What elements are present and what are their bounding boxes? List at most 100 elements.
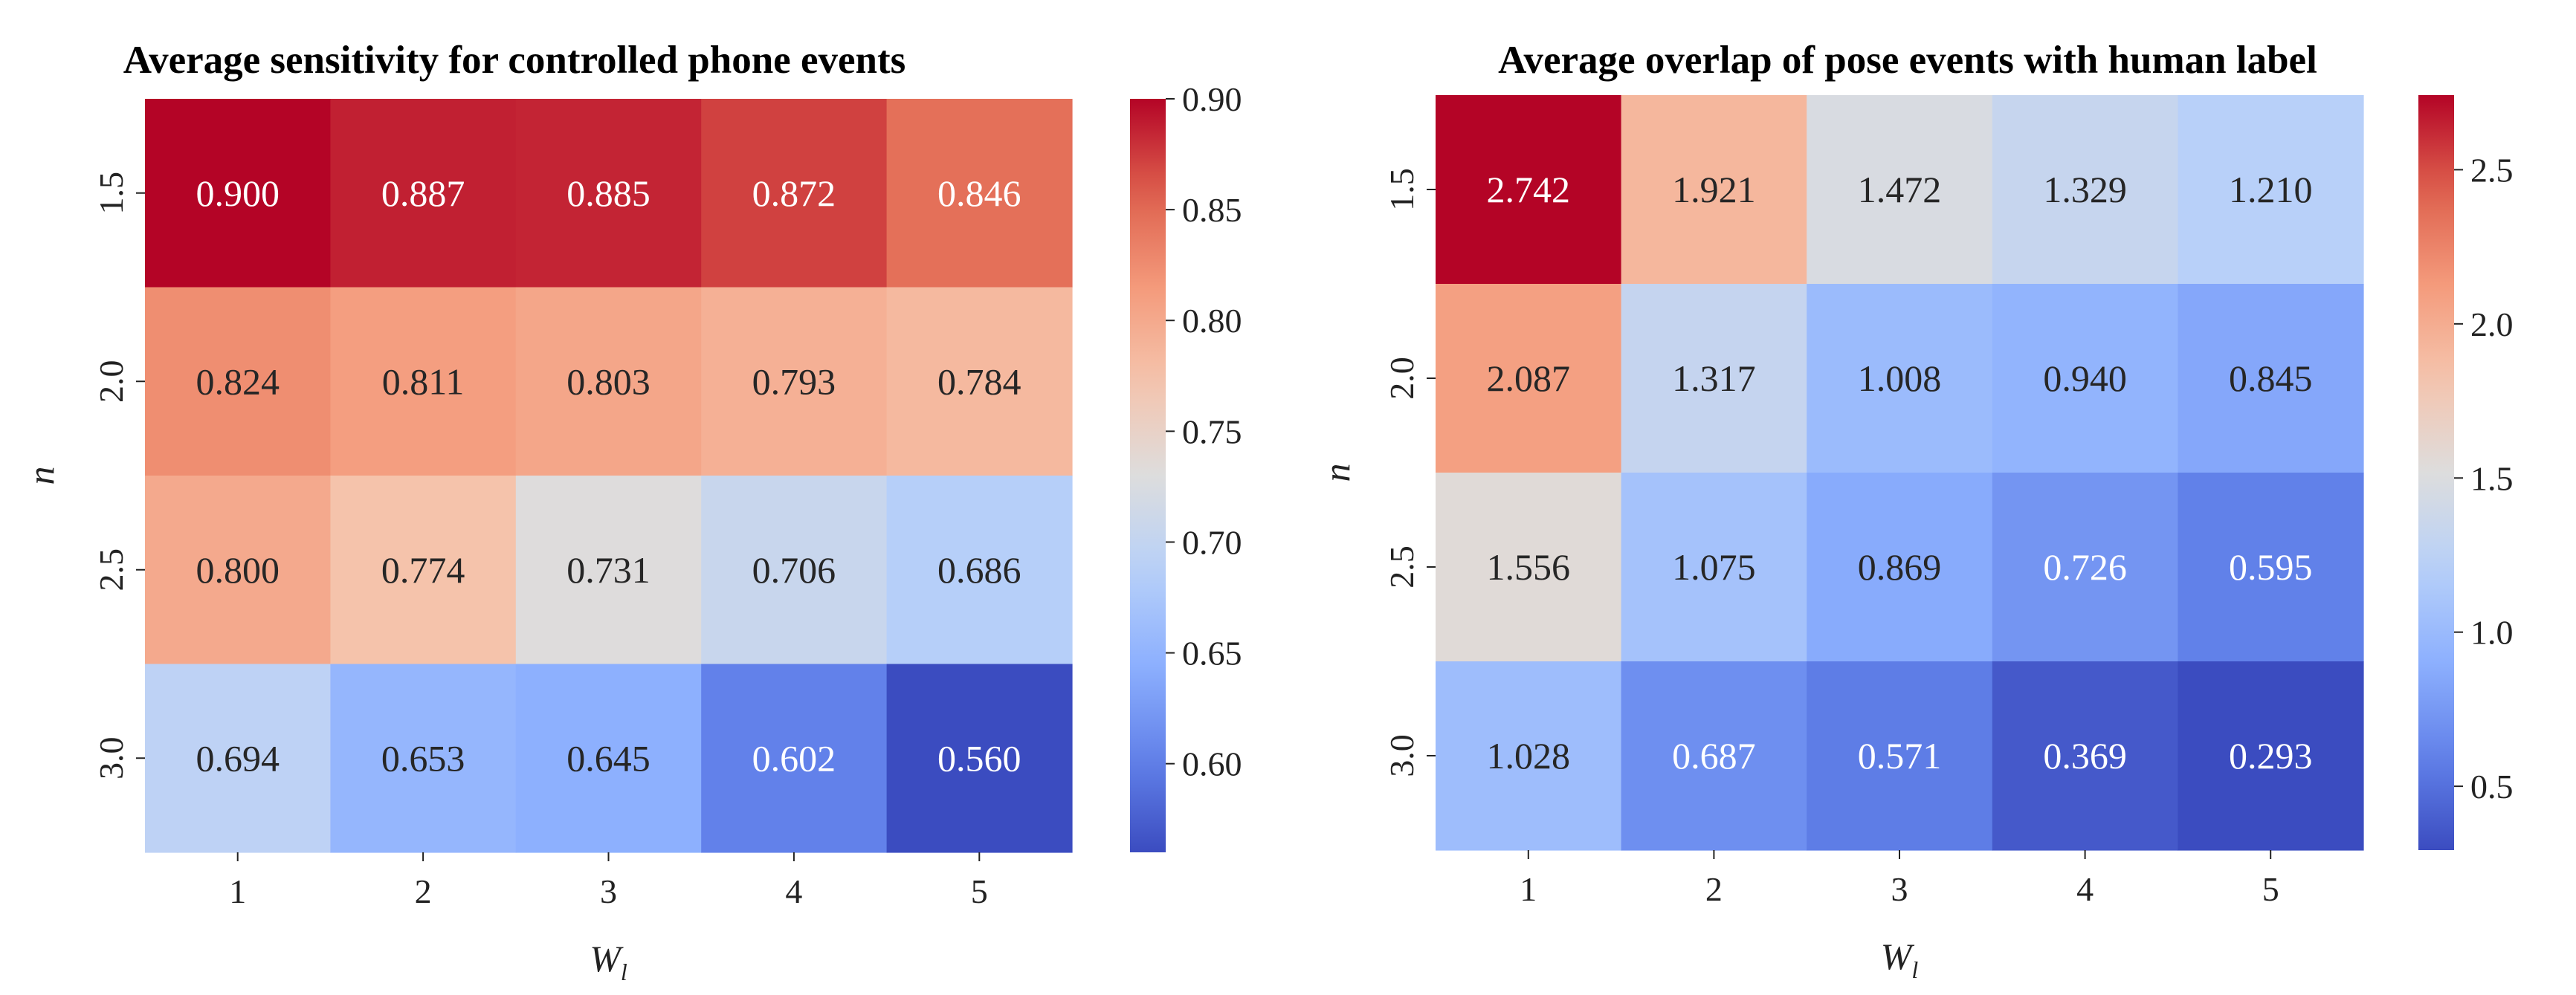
colorbar-tick-label: 1.0 [2470,614,2514,652]
cell-value-label: 1.556 [1487,546,1571,588]
heatmap-cell [145,287,331,476]
heatmap-cell [1621,284,1807,473]
cell-value-label: 0.940 [2043,357,2127,399]
heatmap-cell [1992,95,2178,285]
heatmap-cell [330,99,517,288]
colorbar-tick-label: 0.90 [1182,80,1242,118]
heatmap-cell [515,476,702,665]
cell-value-label: 0.595 [2229,546,2313,588]
y-tick-label: 1.5 [92,172,130,215]
x-tick-label: 1 [229,872,246,910]
x-tick-label: 4 [2076,870,2094,908]
cell-value-label: 0.846 [937,172,1021,214]
colorbar-tick-label: 0.75 [1182,412,1242,450]
cell-value-label: 0.602 [752,737,836,779]
colorbar [2418,95,2454,850]
x-tick-label: 2 [415,872,432,910]
sensitivity-heatmap-panel: Average sensitivity for controlled phone… [20,39,1242,985]
colorbar-tick-label: 0.70 [1182,523,1242,561]
heatmap-cell [2178,473,2364,662]
cell-value-label: 0.653 [381,737,465,779]
cell-value-label: 0.560 [937,737,1021,779]
heatmap-cell [1621,95,1807,285]
cell-value-label: 0.800 [196,549,280,591]
colorbar-tick-label: 0.60 [1182,745,1242,783]
cell-value-label: 0.803 [566,360,651,402]
x-tick-label: 5 [2262,870,2279,908]
cell-value-label: 0.784 [937,360,1021,402]
y-tick-label: 2.0 [1383,357,1421,400]
cell-value-label: 0.293 [2229,735,2313,777]
colorbar-tick-label: 0.85 [1182,191,1242,229]
chart-title: Average sensitivity for controlled phone… [123,39,906,82]
chart-title: Average overlap of pose events with huma… [1498,39,2317,82]
x-tick-label: 1 [1520,870,1537,908]
heatmap-cell [145,476,331,665]
cell-value-label: 2.087 [1487,357,1571,399]
cell-value-label: 0.872 [752,172,836,214]
cell-value-label: 1.210 [2229,169,2313,210]
heatmap-cell [2178,95,2364,285]
cell-value-label: 0.694 [196,737,280,779]
colorbar-tick-label: 2.0 [2470,305,2514,343]
cell-value-label: 0.774 [381,549,465,591]
heatmap-cell [1807,661,1993,851]
cell-value-label: 0.731 [566,549,651,591]
cell-value-label: 0.571 [1858,735,1942,777]
heatmap-cell [2178,284,2364,473]
heatmap-cell [886,476,1073,665]
cell-value-label: 0.793 [752,360,836,402]
cell-value-label: 0.887 [381,172,465,214]
heatmap-cell [886,287,1073,476]
cell-value-label: 0.869 [1858,546,1942,588]
heatmap-cell [145,99,331,288]
heatmap-cell [2178,661,2364,851]
heatmap-cell [1807,284,1993,473]
heatmap-cell [1992,284,2178,473]
y-tick-label: 2.0 [92,360,130,403]
cell-value-label: 0.885 [566,172,651,214]
heatmap-cell [1436,661,1622,851]
x-axis-label: Wl [1881,936,1919,983]
heatmap-cell [515,99,702,288]
cell-value-label: 0.845 [2229,357,2313,399]
heatmap-cell [1621,473,1807,662]
heatmap-cell [701,287,888,476]
y-tick-label: 2.5 [1383,545,1421,589]
heatmap-cell [1436,95,1622,285]
cell-value-label: 0.726 [2043,546,2127,588]
heatmap-cell [330,287,517,476]
x-tick-label: 2 [1705,870,1723,908]
heatmap-cell [1621,661,1807,851]
y-axis-label: n [20,467,62,485]
colorbar-tick-label: 0.80 [1182,302,1242,340]
x-tick-label: 4 [785,872,802,910]
cell-value-label: 0.824 [196,360,280,402]
heatmap-cell [330,476,517,665]
heatmap-cell [145,664,331,853]
cell-value-label: 0.811 [382,360,465,402]
heatmap-cell [701,476,888,665]
cell-value-label: 0.686 [937,549,1021,591]
cell-value-label: 1.028 [1487,735,1571,777]
cell-value-label: 1.921 [1672,169,1756,210]
heatmap-cell [886,99,1073,288]
x-tick-label: 3 [600,872,617,910]
x-tick-label: 5 [971,872,988,910]
y-axis-label: n [1316,464,1358,482]
y-tick-label: 1.5 [1383,168,1421,211]
heatmap-cell [515,664,702,853]
x-tick-label: 3 [1891,870,1908,908]
cell-value-label: 0.687 [1672,735,1756,777]
heatmap-cell [1992,661,2178,851]
x-axis-label: Wl [590,938,627,985]
cell-value-label: 1.008 [1858,357,1942,399]
y-tick-label: 3.0 [92,737,130,780]
y-tick-label: 2.5 [92,548,130,592]
heatmap-cell [701,99,888,288]
cell-value-label: 2.742 [1487,169,1571,210]
colorbar-tick-label: 0.65 [1182,635,1242,672]
heatmap-cell [330,664,517,853]
colorbar-tick-label: 1.5 [2470,459,2514,497]
